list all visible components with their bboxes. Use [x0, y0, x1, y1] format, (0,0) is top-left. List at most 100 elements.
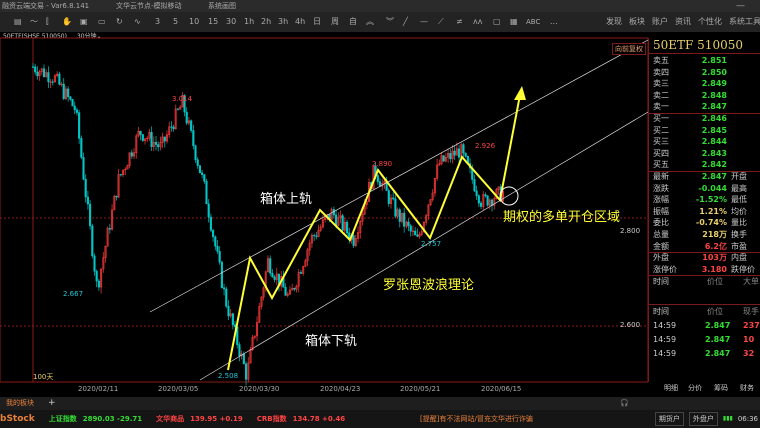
- candle-body: [161, 136, 164, 143]
- candle-body: [192, 130, 195, 147]
- candle-body: [319, 226, 322, 231]
- col-price: 价位: [707, 277, 723, 287]
- text-tool[interactable]: ABC: [526, 18, 541, 26]
- candle-body: [207, 203, 210, 218]
- expand-icon[interactable]: ︾: [386, 17, 394, 26]
- adjust-label[interactable]: 向前复权: [612, 43, 646, 55]
- candle-body: [262, 287, 265, 298]
- period-4h[interactable]: 4h: [295, 17, 306, 26]
- candle-body: [100, 268, 103, 288]
- rect-tool-icon[interactable]: ▢: [493, 17, 501, 26]
- menu-discover[interactable]: 发现: [606, 17, 622, 26]
- ask-row: 卖五 2.851: [649, 55, 760, 67]
- period-30[interactable]: 30: [226, 17, 237, 26]
- candle-icon[interactable]: ⫿: [46, 17, 49, 26]
- candle-body: [414, 230, 417, 236]
- candlestick-chart[interactable]: [0, 0, 648, 396]
- add-sector-button[interactable]: +: [48, 398, 56, 408]
- tick-time: 14:59: [653, 349, 677, 358]
- row-value: 2.847: [701, 172, 727, 181]
- candle-body: [201, 172, 204, 175]
- futures-account-button[interactable]: 期货户: [654, 412, 684, 426]
- candle-body: [113, 195, 116, 211]
- wave-tool-icon[interactable]: ʌʌ: [473, 17, 483, 26]
- candle-body: [462, 144, 465, 154]
- refresh-icon[interactable]: ↻: [116, 17, 123, 26]
- tab-detail[interactable]: 明细: [664, 384, 678, 392]
- period-day[interactable]: 日: [313, 17, 321, 26]
- segment-tool-icon[interactable]: ⟋: [438, 17, 444, 26]
- save-icon[interactable]: ▭: [98, 17, 106, 26]
- period-5[interactable]: 5: [173, 17, 179, 26]
- period-15[interactable]: 15: [208, 17, 219, 26]
- candle-body: [34, 66, 37, 73]
- period-week[interactable]: 周: [331, 17, 339, 26]
- foreign-account-button[interactable]: 外盘户: [688, 412, 718, 426]
- candle-body: [330, 209, 333, 220]
- divider: [649, 171, 760, 172]
- more-tools[interactable]: ...: [550, 17, 558, 26]
- view-label[interactable]: 系统画图: [208, 2, 236, 10]
- menu-sector[interactable]: 板块: [629, 17, 645, 26]
- period-3h[interactable]: 3h: [278, 17, 289, 26]
- candle-body: [398, 209, 401, 222]
- tab-finance[interactable]: 财务: [740, 384, 754, 392]
- candle-body: [176, 108, 180, 110]
- candle-body: [183, 95, 186, 113]
- candle-body: [359, 221, 362, 233]
- fill-tool-icon[interactable]: ▦: [510, 17, 518, 26]
- stat-row: 最新 2.847 开盘: [649, 171, 760, 183]
- candle-body: [251, 337, 254, 350]
- row-label: 买四: [653, 148, 669, 158]
- period-dropdown[interactable]: 30分钟⌄: [76, 33, 102, 40]
- list-icon[interactable]: ▤: [14, 17, 22, 26]
- index-value: 134.78 +0.46: [292, 415, 346, 423]
- tab-chips[interactable]: 筹码: [714, 384, 728, 392]
- divider: [649, 275, 760, 277]
- minimize-icon[interactable]: —: [736, 1, 745, 11]
- candle-body: [49, 81, 52, 83]
- channel-tool-icon[interactable]: ≠: [456, 17, 463, 26]
- menu-news[interactable]: 资讯: [675, 17, 691, 26]
- period-10[interactable]: 10: [189, 17, 200, 26]
- candle-body: [203, 174, 206, 182]
- line-tool-icon[interactable]: ╱: [403, 17, 408, 26]
- period-3[interactable]: 3: [155, 17, 161, 26]
- my-sector-tab[interactable]: 我的板块: [6, 399, 34, 407]
- tick-row: 14:59 2.847 10: [649, 334, 760, 346]
- candle-body: [258, 306, 261, 323]
- period-custom[interactable]: 自: [349, 17, 357, 26]
- notice-text[interactable]: [提醒]有不法网站/冒充文华进行诈骗: [420, 415, 533, 423]
- candle-body: [458, 148, 461, 158]
- hline-tool-icon[interactable]: —: [420, 17, 428, 26]
- candle-body: [310, 235, 313, 244]
- candle-body: [146, 137, 149, 140]
- candle-body: [427, 204, 430, 216]
- headset-icon[interactable]: 🎧: [620, 399, 629, 407]
- period-1h[interactable]: 1h: [244, 17, 255, 26]
- row-label2: 换手: [731, 230, 747, 239]
- row-label2: 市盈: [731, 241, 747, 251]
- row-label2: 量比: [731, 218, 747, 228]
- stat-row: 总量 218万 换手: [649, 229, 760, 241]
- row-value: -0.044: [698, 183, 727, 193]
- divider: [649, 53, 760, 54]
- candle-body: [179, 106, 182, 110]
- menu-personalize[interactable]: 个性化: [698, 17, 722, 26]
- candle-body: [497, 186, 500, 190]
- draw-icon[interactable]: ∿: [134, 17, 141, 26]
- period-2h[interactable]: 2h: [261, 17, 272, 26]
- tab-price[interactable]: 分价: [688, 384, 702, 392]
- high-label: 3.014: [172, 95, 193, 103]
- row-label2: 跌停价: [731, 264, 755, 274]
- candle-body: [324, 217, 327, 220]
- candle-body: [154, 141, 158, 145]
- line-chart-icon[interactable]: 〜: [30, 17, 38, 26]
- collapse-icon[interactable]: ︽: [366, 17, 374, 26]
- menu-account[interactable]: 账户: [652, 17, 668, 26]
- hand-icon[interactable]: ✋: [62, 17, 72, 26]
- screen-icon[interactable]: ▣: [80, 17, 88, 26]
- candle-body: [181, 95, 184, 108]
- candle-body: [42, 68, 46, 77]
- menu-system-tools[interactable]: 系统工具: [729, 17, 760, 26]
